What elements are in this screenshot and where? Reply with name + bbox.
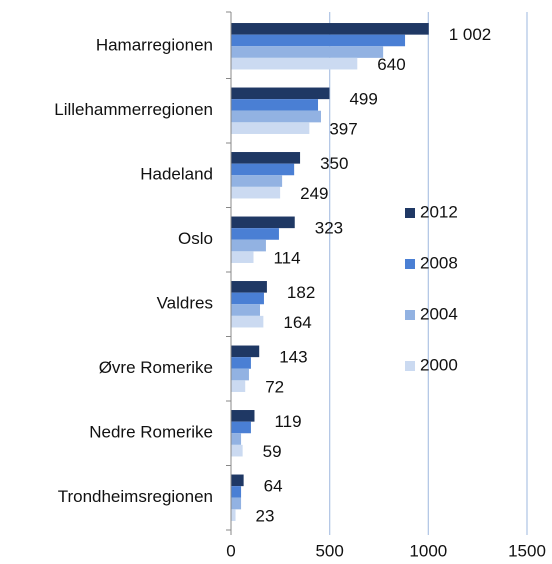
y-tick-label: Lillehammerregionen bbox=[54, 100, 213, 119]
y-tick-label: Hamarregionen bbox=[96, 36, 213, 55]
bar bbox=[231, 292, 264, 305]
bar bbox=[231, 345, 260, 358]
bar bbox=[231, 23, 429, 35]
bar bbox=[231, 122, 310, 134]
data-label: 323 bbox=[315, 219, 343, 238]
bar bbox=[231, 110, 321, 123]
legend-swatch bbox=[405, 361, 415, 371]
bar bbox=[231, 57, 358, 70]
data-label: 143 bbox=[279, 348, 307, 367]
data-label: 114 bbox=[273, 249, 300, 268]
bar bbox=[231, 315, 264, 328]
bar bbox=[231, 368, 249, 381]
data-label: 640 bbox=[377, 55, 405, 74]
bar bbox=[231, 486, 242, 498]
y-tick-label: Valdres bbox=[157, 294, 213, 313]
legend-swatch bbox=[405, 310, 415, 320]
bar bbox=[231, 380, 246, 392]
legend-label: 2008 bbox=[420, 253, 458, 272]
data-label: 249 bbox=[300, 184, 328, 203]
bar bbox=[231, 186, 281, 199]
y-tick-label: Oslo bbox=[178, 229, 213, 248]
bar bbox=[231, 175, 283, 187]
data-label: 119 bbox=[274, 412, 301, 431]
bar bbox=[231, 239, 266, 252]
bar bbox=[231, 304, 261, 316]
data-label: 350 bbox=[320, 154, 348, 173]
y-tick-label: Trondheimsregionen bbox=[58, 487, 213, 506]
y-tick-label: Nedre Romerike bbox=[89, 423, 213, 442]
bar bbox=[231, 421, 251, 434]
data-label: 164 bbox=[283, 313, 311, 332]
bar bbox=[231, 152, 301, 164]
legend-swatch bbox=[405, 208, 415, 218]
x-tick-label: 1500 bbox=[508, 541, 546, 560]
bar bbox=[231, 410, 255, 422]
bar bbox=[231, 474, 244, 487]
bar bbox=[231, 228, 279, 240]
y-tick-label: Hadeland bbox=[140, 165, 213, 184]
data-label: 23 bbox=[256, 507, 275, 526]
bar bbox=[231, 433, 242, 445]
bar bbox=[231, 497, 242, 510]
x-tick-label: 1000 bbox=[409, 541, 447, 560]
bar bbox=[231, 163, 295, 176]
bar bbox=[231, 34, 406, 47]
data-label: 499 bbox=[349, 90, 377, 109]
bar bbox=[231, 216, 295, 229]
bar bbox=[231, 46, 384, 58]
data-label: 64 bbox=[264, 477, 283, 496]
bar bbox=[231, 281, 267, 293]
x-tick-label: 0 bbox=[226, 541, 235, 560]
bar bbox=[231, 87, 330, 100]
x-tick-label: 500 bbox=[315, 541, 343, 560]
bar bbox=[231, 357, 251, 369]
data-label: 182 bbox=[287, 283, 315, 302]
bar bbox=[231, 99, 319, 111]
legend-label: 2004 bbox=[420, 304, 458, 323]
bar bbox=[231, 509, 236, 521]
data-label: 72 bbox=[265, 378, 284, 397]
legend-swatch bbox=[405, 259, 415, 269]
y-tick-label: Øvre Romerike bbox=[99, 358, 213, 377]
data-label: 397 bbox=[329, 120, 357, 139]
legend-label: 2012 bbox=[420, 202, 458, 221]
data-label: 59 bbox=[263, 442, 282, 461]
data-label: 1 002 bbox=[449, 25, 492, 44]
bar bbox=[231, 444, 243, 457]
bar bbox=[231, 251, 254, 263]
legend-label: 2000 bbox=[420, 355, 458, 374]
